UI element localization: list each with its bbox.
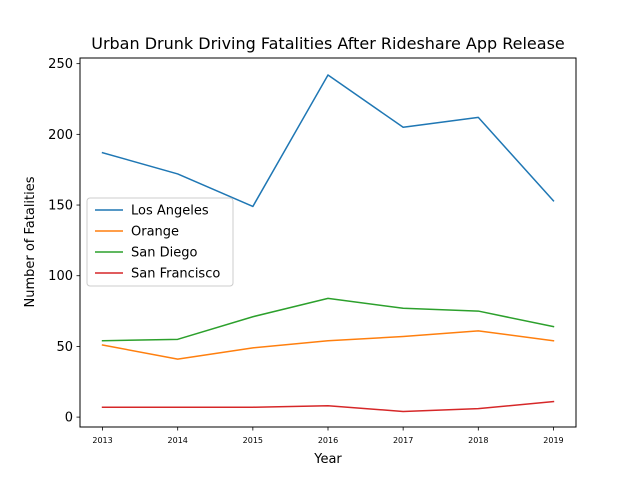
- x-tick-label: 2016: [318, 436, 338, 445]
- x-tick-label: 2014: [168, 436, 188, 445]
- y-axis-label: Number of Fatalities: [23, 176, 38, 307]
- legend: Los Angeles Orange San Diego San Francisco: [86, 197, 234, 287]
- legend-label: Los Angeles: [131, 204, 209, 219]
- legend-box: [86, 197, 234, 287]
- x-tick-label: 2015: [243, 436, 263, 445]
- x-axis-label: Year: [313, 452, 342, 467]
- legend-label: San Diego: [131, 246, 197, 261]
- x-tick-label: 2018: [468, 436, 488, 445]
- legend-label: Orange: [131, 225, 179, 240]
- y-tick-label: 0: [65, 411, 73, 426]
- y-tick-label: 100: [48, 269, 73, 284]
- x-tick-label: 2019: [543, 436, 563, 445]
- y-tick-label: 150: [48, 199, 73, 214]
- x-tick-label: 2017: [393, 436, 413, 445]
- y-tick-label: 50: [56, 340, 73, 355]
- chart-title: Urban Drunk Driving Fatalities After Rid…: [91, 34, 565, 53]
- y-axis-ticks: 0 50 100 150 200 250: [48, 57, 80, 426]
- y-tick-label: 200: [48, 128, 73, 143]
- x-axis-ticks: 2013 2014 2015 2016 2017 2018 2019: [92, 427, 564, 445]
- y-tick-label: 250: [48, 57, 73, 72]
- series-lines: [101, 74, 555, 413]
- series-line-2: [101, 297, 555, 342]
- series-line-0: [101, 74, 555, 208]
- legend-label: San Francisco: [131, 267, 220, 282]
- series-line-3: [101, 400, 555, 413]
- x-tick-label: 2013: [92, 436, 112, 445]
- series-line-1: [101, 330, 555, 360]
